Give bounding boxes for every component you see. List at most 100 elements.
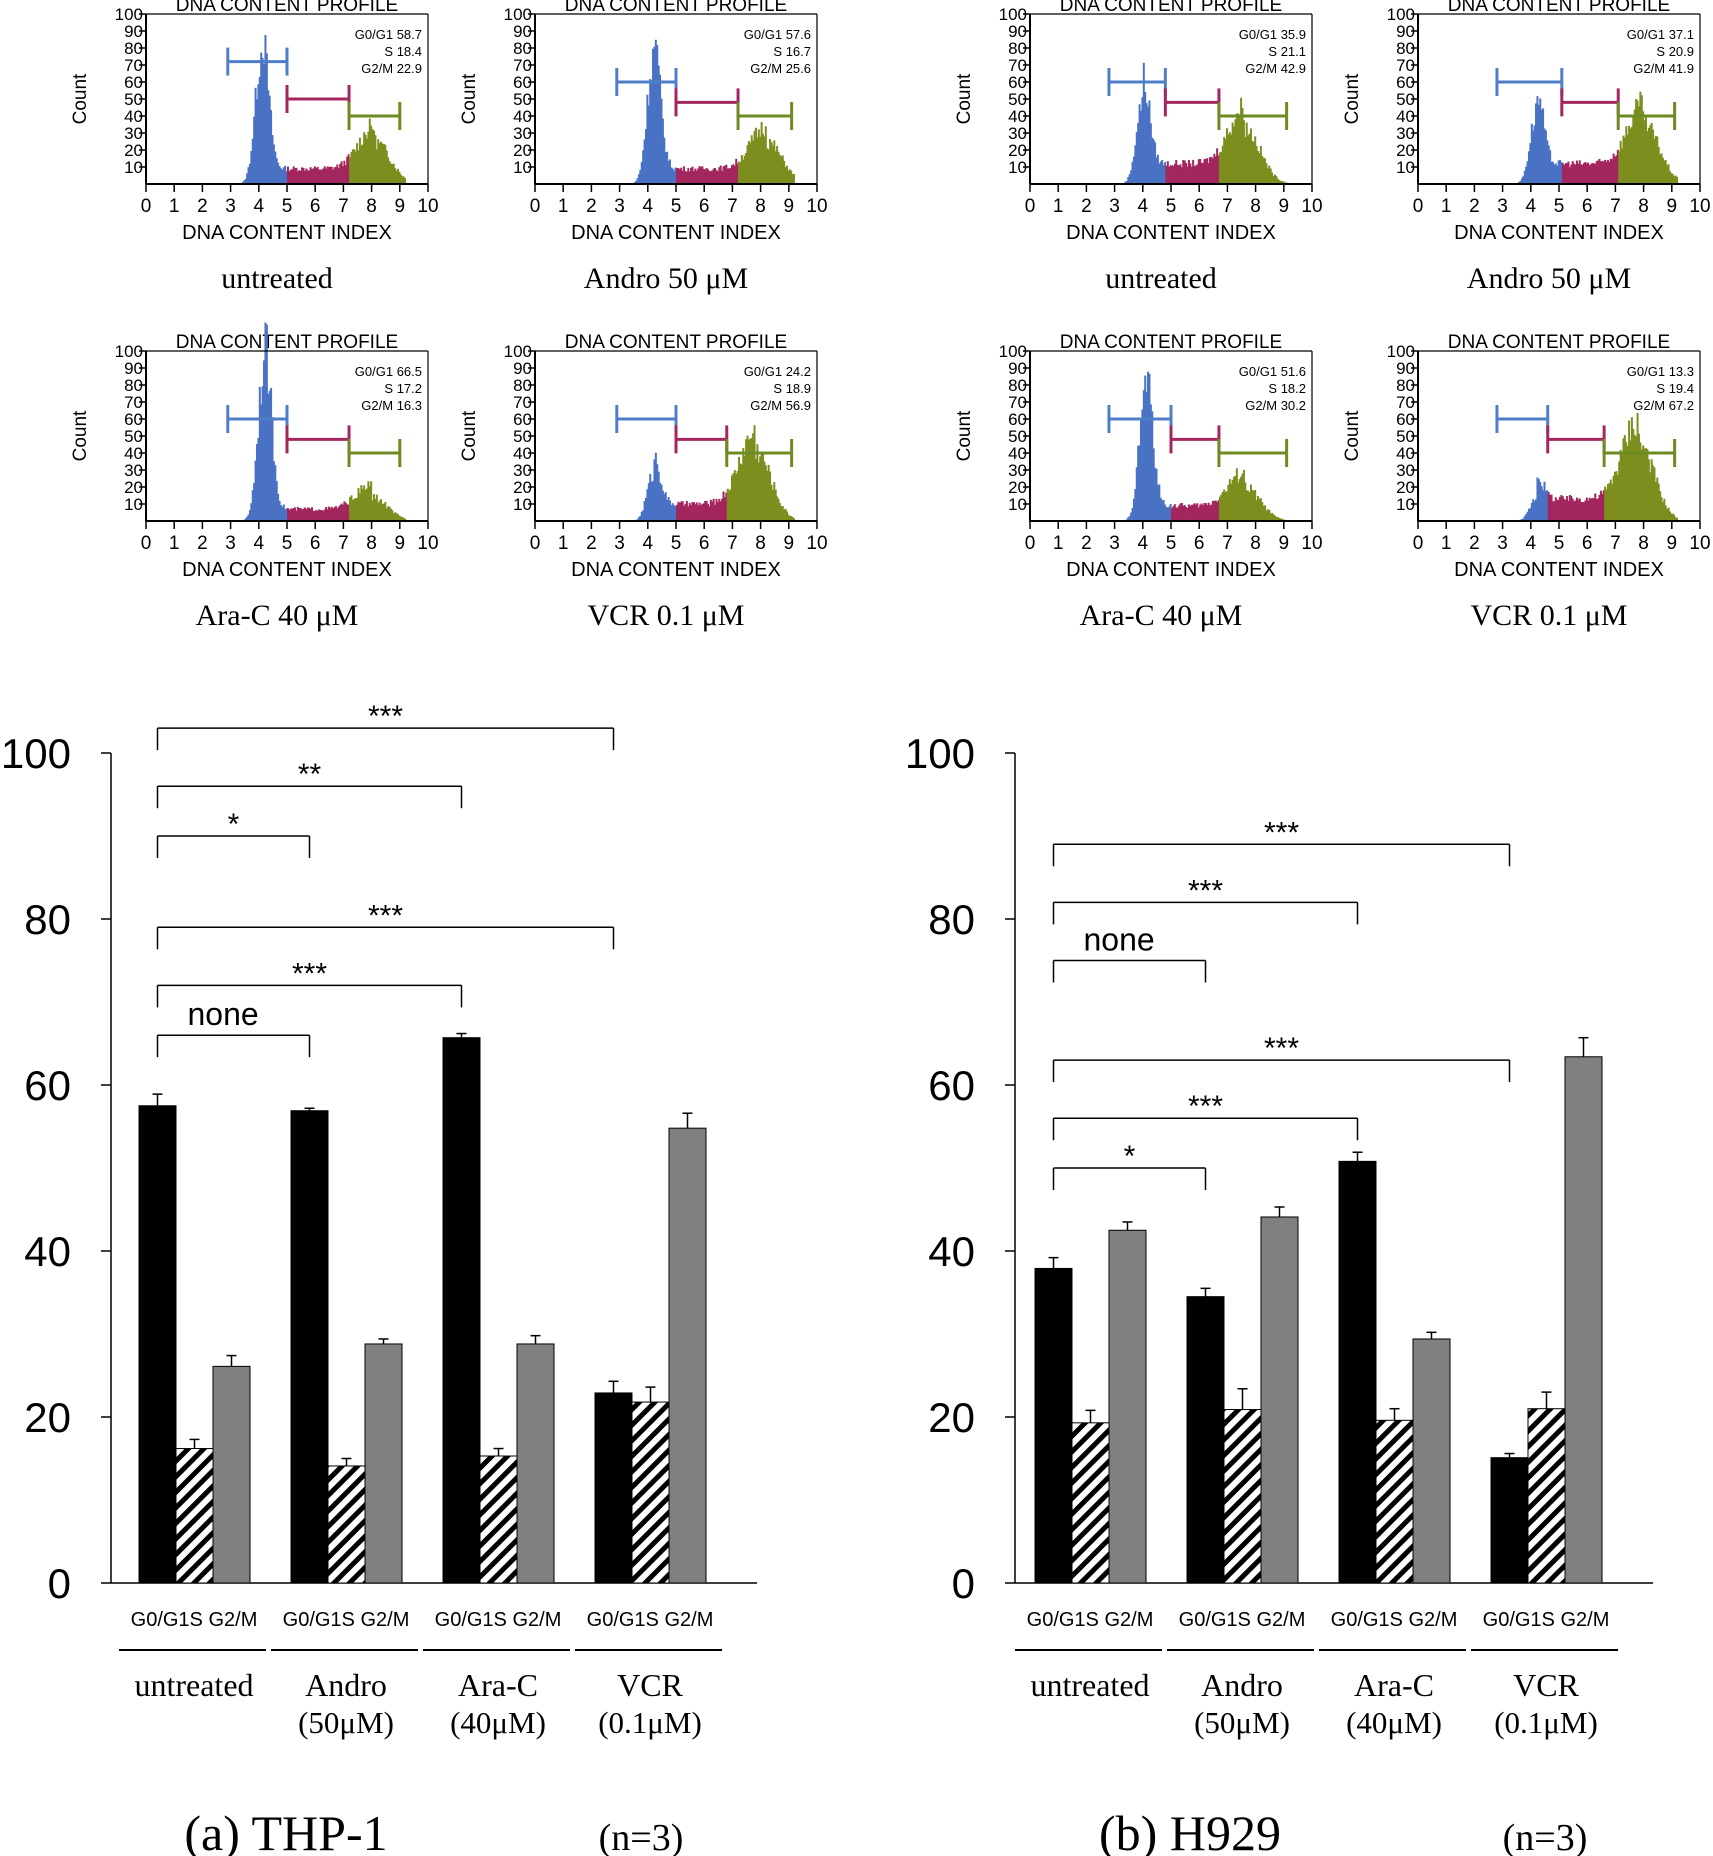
histogram-x-tick-label: 0 [1413,196,1424,217]
histogram-y-label: Count [459,73,480,124]
histogram-bin [639,515,642,521]
histogram-bin [382,143,385,184]
histogram-bin [361,144,364,184]
histogram-bin [1588,165,1591,184]
histogram-bin [1654,482,1657,521]
histogram-bin [1266,168,1269,184]
histogram-bin [357,488,360,521]
histogram-bin [301,167,304,184]
histogram-bin [260,52,263,185]
histogram-bin [365,138,368,184]
histogram-bin [681,501,684,521]
histogram-bin [757,129,760,184]
histogram-bin [292,507,295,521]
bar-phase-labels: G0/G1S G2/M [1179,1609,1306,1631]
histogram-bin [715,170,718,184]
histogram-bin [1148,373,1151,521]
histogram-bin [1213,500,1216,521]
histogram-bin [261,58,264,185]
histogram-bin [1234,119,1237,184]
histogram-bin [1660,153,1663,184]
histogram-bin [1282,181,1285,184]
histogram-bin [698,502,701,521]
histogram-bin [653,46,656,184]
histogram-bin [1211,500,1214,521]
histogram-bin [1587,162,1590,184]
histogram-bin [1231,479,1234,521]
histogram-bin [1269,513,1272,521]
histogram-bin [1269,168,1272,184]
histogram-bin [763,136,766,184]
histogram-y-tick-label: 70 [1396,56,1415,75]
histogram-x-tick-label: 2 [586,533,597,554]
histogram-bin [1217,155,1220,184]
histogram-y-tick-label: 80 [513,39,532,58]
histogram-x-tick-label: 4 [1138,533,1149,554]
histogram-bin [1592,498,1595,521]
histogram-bin [337,506,340,521]
histogram-bin [1519,181,1522,184]
histogram-bin [1200,162,1203,184]
histogram-bin [381,143,384,184]
histogram-bin [654,39,657,185]
histogram-y-tick-label: 30 [1008,461,1027,480]
histogram-bin [1625,126,1628,184]
histogram-bin [739,463,742,521]
histogram-bin [793,173,796,184]
histogram-bin [253,116,256,184]
histogram-bin [1261,502,1264,521]
histogram-bin [1258,498,1261,521]
histogram-bin [1218,496,1221,521]
histogram-bin [333,167,336,184]
histogram-bin [684,503,687,521]
histogram-bin [271,135,274,184]
histogram-bin [1547,145,1550,184]
histogram-bin [1659,154,1662,184]
histogram-y-label: Count [459,410,480,461]
histogram-bin [680,501,683,521]
histogram-x-label: DNA CONTENT INDEX [571,559,781,581]
significance-label: *** [1188,1090,1223,1123]
histogram-bin [1567,161,1570,184]
histogram-bin [248,510,251,521]
histogram-bin [353,149,356,184]
histogram-y-tick-label: 90 [1008,359,1027,378]
histogram-bin [264,34,267,184]
histogram-bin [1537,479,1540,521]
histogram-y-tick-label: 100 [999,342,1027,361]
histogram-bin [1147,371,1150,521]
histogram-bin [1602,490,1605,521]
histogram-bin [726,168,729,184]
histogram-bin [1272,514,1275,521]
histogram-bin [391,164,394,184]
histogram-x-tick-label: 1 [1053,533,1064,554]
histogram-bin [1625,442,1628,521]
histogram-y-tick-label: 90 [1008,22,1027,41]
histogram-bin [341,166,344,184]
histogram-bin [1202,163,1205,184]
histogram-bin [1585,497,1588,521]
histogram-y-tick-label: 60 [513,410,532,429]
histogram-bin [1611,159,1614,184]
histogram-x-tick-label: 8 [1250,196,1261,217]
histogram-stat-1: G0/G1 66.5 [355,364,422,379]
histogram-bin [285,508,288,521]
bar-group-label: untreated [1030,1667,1149,1703]
histogram-bin [740,464,743,521]
histogram-bin [691,501,694,521]
histogram-y-tick-label: 10 [1008,495,1027,514]
histogram-bin [1551,161,1554,184]
histogram-bin [1566,163,1569,184]
histogram-bin [1237,482,1240,521]
histogram-y-tick-label: 80 [1008,39,1027,58]
histogram-bin [295,167,298,184]
histogram-bin [723,497,726,521]
bar-group-label: VCR [1513,1667,1579,1703]
histogram-bin [277,493,280,521]
histogram-y-label: Count [954,410,975,461]
histogram-bin [742,447,745,521]
histogram-bin [1523,516,1526,521]
bar-phase-labels: G0/G1S G2/M [131,1609,258,1631]
histogram-stat-3: G2/M 16.3 [361,398,422,413]
